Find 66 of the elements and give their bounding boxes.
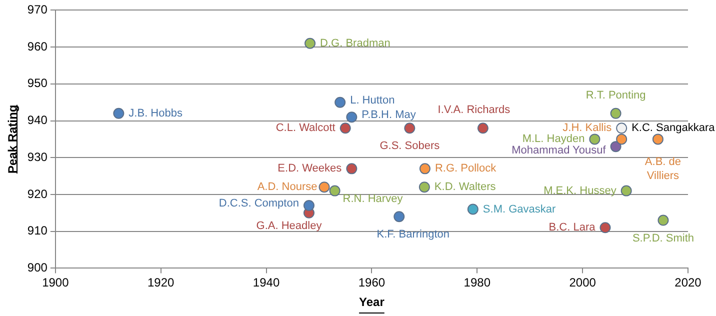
point xyxy=(589,134,600,145)
series-label: B.C. Lara xyxy=(548,222,596,234)
point xyxy=(394,211,405,222)
series-label: D.C.S. Compton xyxy=(218,198,299,210)
point xyxy=(303,200,314,212)
series-label: K.D. Walters xyxy=(434,181,496,194)
series-label: J.B. Hobbs xyxy=(128,107,183,120)
series-label: J.H. Kallis xyxy=(562,122,612,134)
point xyxy=(616,122,628,134)
point xyxy=(318,182,330,193)
y-tick-label: 910 xyxy=(27,224,48,238)
x-tick-label: 1920 xyxy=(148,276,175,290)
point xyxy=(652,134,664,145)
series-label: M.E.K. Hussey xyxy=(544,184,617,197)
series-label: E.D. Weekes xyxy=(278,162,342,175)
point xyxy=(620,185,632,196)
y-tick-label: 900 xyxy=(27,260,48,275)
y-tick-label: 970 xyxy=(27,2,48,17)
series-label: S.M. Gavaskar xyxy=(482,203,556,216)
point xyxy=(334,96,346,108)
y-tick-label: 920 xyxy=(27,186,48,201)
y-tick-label: 930 xyxy=(27,150,48,164)
x-tick-label: 1960 xyxy=(358,276,386,290)
series-label: C.L. Walcott xyxy=(276,122,336,134)
point xyxy=(304,38,316,49)
x-tick-label: 1980 xyxy=(464,276,491,290)
y-axis-title: Peak Rating xyxy=(6,104,20,174)
series-label: K.F. Barrington xyxy=(376,228,450,241)
point xyxy=(346,163,358,174)
series-label: R.G. Pollock xyxy=(434,162,497,175)
point xyxy=(329,185,340,196)
point xyxy=(113,108,124,119)
series-label: K.C. Sangakkara xyxy=(632,122,716,134)
series-label: M.L. Hayden xyxy=(522,133,585,146)
series-label: R.N. Harvey xyxy=(342,192,404,205)
point xyxy=(467,204,478,215)
point xyxy=(419,163,430,174)
point xyxy=(658,214,669,226)
point xyxy=(610,141,622,152)
point xyxy=(418,182,430,193)
point xyxy=(616,134,628,145)
x-tick-label: 1900 xyxy=(42,276,70,290)
point xyxy=(600,222,611,234)
series-label: Mohammad Yousuf xyxy=(512,144,607,157)
y-tick-label: 950 xyxy=(27,76,48,90)
y-tick-label: 960 xyxy=(27,39,48,54)
series-label: L. Hutton xyxy=(350,94,395,106)
point xyxy=(346,112,358,123)
series-label: D.G. Bradman xyxy=(320,37,390,50)
series-label: A.B. de Villiers xyxy=(644,156,681,182)
series-label: G.A. Headley xyxy=(256,220,322,232)
series-label: G.S. Sobers xyxy=(380,140,440,152)
x-tick-label: 2000 xyxy=(569,276,596,290)
point xyxy=(477,122,488,134)
series-label: S.P.D. Smith xyxy=(632,232,694,244)
series-label: P.B.H. May xyxy=(362,109,416,122)
series-label: A.D. Nourse xyxy=(257,181,318,194)
point xyxy=(404,122,416,134)
point xyxy=(340,122,351,134)
x-tick-label: 1940 xyxy=(252,276,280,290)
series-label: R.T. Ponting xyxy=(586,89,646,102)
x-tick-label: 2020 xyxy=(674,276,702,290)
series-label: I.V.A. Richards xyxy=(438,104,511,116)
x-axis-title: Year xyxy=(359,295,385,310)
point xyxy=(610,108,622,119)
y-tick-label: 940 xyxy=(27,113,48,128)
